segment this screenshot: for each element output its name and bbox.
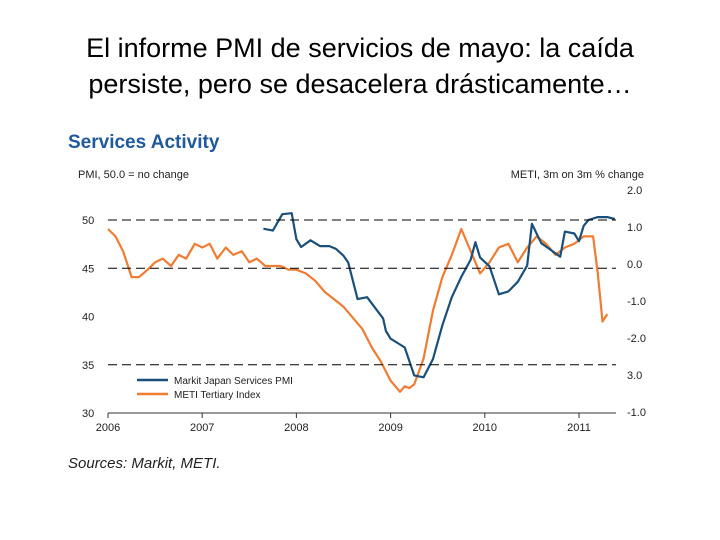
right-tick-label: -1.0 — [627, 407, 646, 419]
x-tick-label: 2011 — [567, 422, 591, 434]
right-tick-label: -2.0 — [627, 333, 646, 345]
slide-title: El informe PMI de servicios de mayo: la … — [0, 30, 720, 102]
right-axis-label: METI, 3m on 3m % change — [511, 169, 644, 181]
legend-label: Markit Japan Services PMI — [174, 376, 293, 387]
legend-label: METI Tertiary Index — [174, 390, 261, 401]
left-tick-label: 50 — [82, 215, 94, 227]
left-tick-label: 45 — [82, 263, 94, 275]
pmi-series-line — [263, 212, 616, 379]
right-tick-label: 1.0 — [627, 222, 642, 234]
meti-series-line — [107, 227, 609, 393]
x-tick-label: 2010 — [473, 422, 497, 434]
left-tick-label: 35 — [82, 360, 94, 372]
left-tick-label: 40 — [82, 312, 94, 324]
x-tick-label: 2009 — [378, 422, 402, 434]
right-tick-label: 2.0 — [627, 185, 642, 197]
plot-area — [107, 212, 616, 393]
slide-title-line-2: persiste, pero se desacelera drásticamen… — [88, 69, 632, 99]
right-tick-label: 3.0 — [627, 370, 642, 382]
chart-title: Services Activity — [68, 132, 220, 153]
x-tick-label: 2007 — [190, 422, 214, 434]
left-axis-label: PMI, 50.0 = no change — [78, 169, 189, 181]
source-note: Sources: Markit, METI. — [68, 455, 221, 472]
x-tick-label: 2008 — [284, 422, 308, 434]
right-tick-label: 0.0 — [627, 259, 642, 271]
slide-title-line-1: El informe PMI de servicios de mayo: la … — [86, 33, 634, 63]
right-tick-label: -1.0 — [627, 296, 646, 308]
x-tick-label: 2006 — [96, 422, 120, 434]
left-tick-label: 30 — [82, 408, 94, 420]
